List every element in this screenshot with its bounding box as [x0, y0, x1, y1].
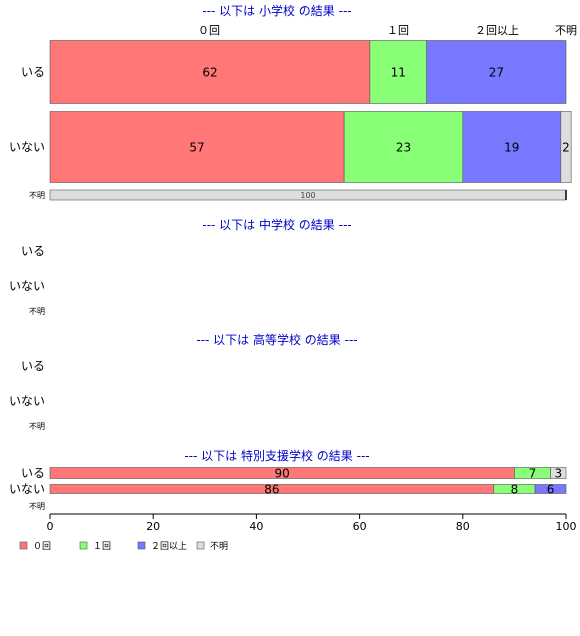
- legend-swatch: [196, 541, 205, 550]
- row-label: いる: [21, 359, 45, 373]
- legend-swatch: [19, 541, 28, 550]
- x-tick-label: 60: [353, 520, 367, 533]
- legend-label: 不明: [210, 541, 228, 552]
- bar-segment: [534, 484, 567, 494]
- bar-segment: [550, 467, 567, 479]
- bar-segment: [49, 111, 345, 183]
- segment-value-label: 19: [504, 141, 519, 155]
- row-label: いない: [9, 279, 45, 293]
- category-header: ０回: [198, 24, 220, 37]
- row-label: いない: [9, 482, 45, 496]
- segment-value-label: 2: [562, 141, 570, 155]
- x-tick-label: 20: [146, 520, 160, 533]
- section-title: --- 以下は 中学校 の結果 ---: [202, 217, 351, 232]
- segment-value-label: 62: [202, 66, 217, 80]
- row-label: いる: [21, 65, 45, 79]
- segment-value-label: 3: [554, 467, 562, 481]
- row-label: 不明: [29, 307, 45, 316]
- x-tick-label: 100: [556, 520, 577, 533]
- segment-value-label: 100: [300, 191, 315, 200]
- x-tick-label: 0: [47, 520, 54, 533]
- bar-segment: [426, 40, 567, 104]
- row-label: いない: [9, 140, 45, 154]
- bar-segment: [462, 111, 562, 183]
- section-title: --- 以下は 特別支援学校 の結果 ---: [184, 448, 369, 463]
- legend-label: ２回以上: [151, 541, 187, 552]
- legend-swatch: [137, 541, 146, 550]
- segment-value-label: 8: [511, 483, 519, 497]
- segment-value-label: 86: [264, 483, 279, 497]
- category-header: 不明: [555, 24, 577, 37]
- row-label: いない: [9, 394, 45, 408]
- section-title: --- 以下は 小学校 の結果 ---: [202, 3, 351, 18]
- segment-value-label: 11: [391, 66, 406, 80]
- segment-value-label: 23: [396, 141, 411, 155]
- segment-value-label: 6: [547, 483, 555, 497]
- category-header: １回: [387, 24, 409, 37]
- x-tick-label: 40: [249, 520, 263, 533]
- section-title: --- 以下は 高等学校 の結果 ---: [196, 332, 357, 347]
- row-label: 不明: [29, 502, 45, 511]
- row-label: いる: [21, 466, 45, 480]
- bar-segment: [49, 40, 371, 104]
- category-header: ２回以上: [475, 24, 519, 37]
- bar-segment: [343, 111, 464, 183]
- row-label: 不明: [29, 191, 45, 200]
- segment-value-label: 7: [529, 467, 537, 481]
- row-label: 不明: [29, 422, 45, 431]
- segment-value-label: 57: [189, 141, 204, 155]
- bar-segment: [369, 40, 427, 104]
- row-label: いる: [21, 244, 45, 258]
- segment-value-label: 27: [489, 66, 504, 80]
- legend-swatch: [79, 541, 88, 550]
- segment-value-label: 90: [275, 467, 290, 481]
- legend-label: ０回: [33, 541, 51, 552]
- x-tick-label: 80: [456, 520, 470, 533]
- legend-label: １回: [93, 541, 111, 552]
- bar-segment: [560, 111, 572, 183]
